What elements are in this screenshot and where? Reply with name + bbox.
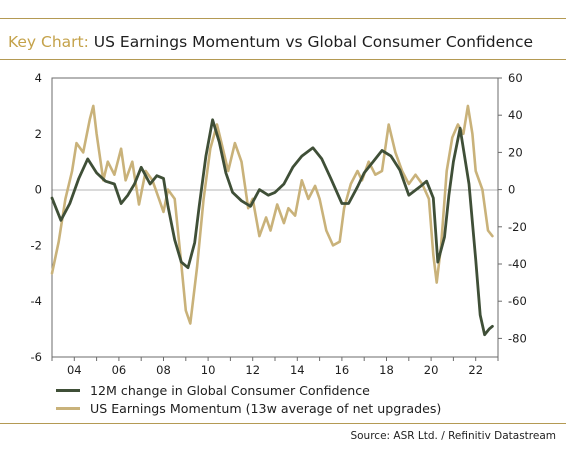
header-rule-top	[0, 18, 566, 19]
title-text: US Earnings Momentum vs Global Consumer …	[93, 33, 533, 51]
left-tick-label: 2	[35, 127, 42, 141]
left-tick-label: 4	[35, 71, 42, 85]
legend: 12M change in Global Consumer Confidence…	[56, 381, 441, 417]
x-tick-label: 20	[424, 363, 439, 377]
right-tick-label: -60	[508, 294, 527, 308]
x-tick-label: 18	[379, 363, 394, 377]
right-tick-label: 0	[508, 183, 515, 197]
legend-item-earnings-momentum: US Earnings Momentum (13w average of net…	[56, 399, 441, 417]
right-tick-label: 20	[508, 145, 523, 159]
x-tick-label: 16	[335, 363, 350, 377]
right-tick-label: -40	[508, 257, 527, 271]
right-tick-label: -80	[508, 331, 527, 345]
x-tick-label: 04	[67, 363, 82, 377]
legend-label-earnings-momentum: US Earnings Momentum (13w average of net…	[90, 400, 442, 416]
left-tick-label: -4	[31, 294, 42, 308]
legend-label-consumer-confidence: 12M change in Global Consumer Confidence	[90, 382, 370, 398]
left-tick-label: -6	[31, 350, 42, 364]
x-tick-label: 10	[201, 363, 216, 377]
consumer-confidence-line	[50, 118, 494, 337]
right-tick-label: 40	[508, 108, 523, 122]
right-axis-ticks: 60 40 20 0 -20 -40 -60 -80	[498, 71, 527, 345]
source-note: Source: ASR Ltd. / Refinitiv Datastream	[350, 430, 556, 442]
header-rule-bottom	[0, 59, 566, 60]
left-axis-ticks: 4 2 0 -2 -4 -6	[31, 71, 42, 364]
footer-rule	[0, 423, 566, 424]
legend-item-consumer-confidence: 12M change in Global Consumer Confidence	[56, 381, 441, 399]
x-tick-label: 14	[290, 363, 305, 377]
x-axis-ticks: 04 06 08 10 12 14 16 18 20 22	[51, 357, 499, 377]
x-tick-label: 08	[156, 363, 171, 377]
x-tick-label: 06	[112, 363, 127, 377]
x-tick-label: 22	[468, 363, 483, 377]
title-prefix: Key Chart:	[8, 33, 89, 51]
right-tick-label: -20	[508, 220, 527, 234]
series-lines	[50, 104, 494, 337]
x-tick-label: 12	[245, 363, 260, 377]
right-tick-label: 60	[508, 71, 523, 85]
left-tick-label: 0	[35, 183, 42, 197]
earnings-momentum-line	[50, 104, 494, 325]
legend-swatch-consumer-confidence	[56, 388, 80, 392]
left-tick-label: -2	[31, 238, 42, 252]
chart-title: Key Chart: US Earnings Momentum vs Globa…	[8, 33, 533, 51]
legend-swatch-earnings-momentum	[56, 406, 80, 410]
